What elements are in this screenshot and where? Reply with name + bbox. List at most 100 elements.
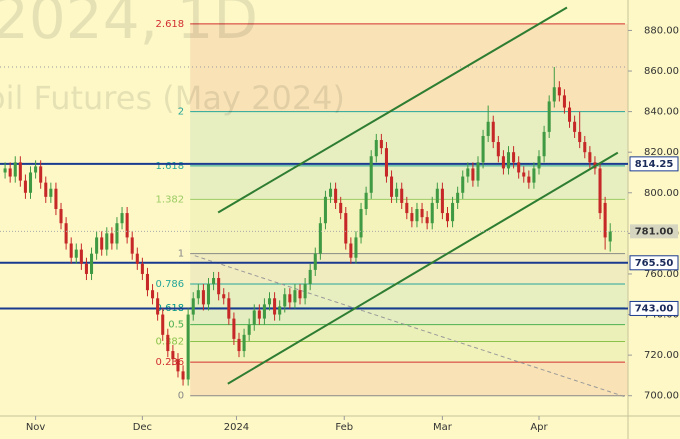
fib-band [190,111,629,166]
candle-body [28,172,33,193]
candle-body [364,192,368,210]
candle-body [395,188,399,197]
fib-band [190,165,629,200]
fib-label: 1.618 [156,161,185,172]
candle-body [578,131,582,143]
x-tick-label: Nov [26,422,46,433]
candle-body [517,162,521,173]
candle-body [273,298,277,315]
candle-body [476,162,480,181]
candle-body [120,213,124,224]
fib-label: 0 [178,391,184,402]
candle-body [206,284,211,305]
candle-body [59,209,63,224]
candle-body [49,188,53,197]
candle-body [562,95,566,108]
candle-body [374,140,378,157]
candle-body [171,351,175,360]
candle-body [512,152,516,163]
candle-body [176,359,180,372]
candle-body [425,217,429,224]
x-tick-label: 2024 [224,422,249,433]
candle-body [354,237,358,258]
level-label: 743.00 [635,303,674,314]
candle-body [166,334,170,352]
candle-body [430,202,434,224]
candle-body [486,121,490,136]
x-tick-label: Apr [530,422,548,433]
candle-body [466,168,470,177]
candle-body [471,168,475,181]
candle-body [79,249,83,264]
candle-body [359,209,363,238]
dashed-line [194,255,626,398]
candle-body [196,290,200,299]
last-price-label: 781.00 [635,226,674,237]
candle-body [8,168,12,177]
candle-body [603,202,607,238]
candle-body [13,162,17,177]
candle-body [501,156,505,169]
candle-body [140,263,144,274]
level-box [629,300,679,316]
fib-label: 0.382 [156,336,185,347]
candle-body [542,131,546,157]
candle-body [308,269,312,285]
candle-body [145,273,149,291]
candle-body [3,168,7,173]
candle-body [583,142,587,153]
candle-body [64,223,68,244]
y-tick-label: 700.00 [644,391,679,402]
trend-line [227,151,619,385]
candle-body [532,168,536,183]
candle-body [415,209,419,222]
fib-band [190,324,629,342]
x-tick-label: Mar [433,422,453,433]
candle-body [608,231,612,242]
candle-body [34,166,38,173]
candle-body [105,233,109,250]
fib-band [190,284,629,308]
fib-label: 0.5 [168,320,184,331]
candle-body [242,334,246,352]
candle-body [390,176,394,197]
candle-body [18,162,22,181]
candle-body [23,180,27,193]
candle-body [329,188,333,197]
candle-body [247,324,251,335]
candle-body [445,213,450,222]
candle-body [44,182,48,197]
fib-area [190,23,629,397]
level-label: 814.25 [635,159,674,170]
candle-body [527,176,531,183]
candle-body [237,338,241,352]
y-tick-label: 840.00 [644,107,679,118]
candle-body [252,310,256,325]
candle-body [420,209,424,218]
candle-body [84,263,88,274]
candle-body [552,87,556,102]
candle-body [435,188,439,203]
candle-body [181,371,185,380]
candle-body [303,284,307,299]
candle-body [506,152,511,169]
fib-label: 0.786 [156,279,185,290]
fib-label: 1.382 [156,194,185,205]
candle-body [186,314,190,380]
candle-body [161,314,165,335]
candle-body [344,213,348,244]
candle-body [313,253,317,270]
level-label: 765.50 [635,258,674,269]
candle-body [288,294,292,303]
candle-body [522,172,526,177]
fib-band [190,307,629,325]
candle-body [339,202,343,214]
candle-body [74,249,78,258]
candle-body [151,290,155,299]
candle-body [39,166,43,183]
candle-body [95,237,99,254]
candle-body [573,121,577,132]
watermark: 2024, 1D [0,0,258,52]
candle-body [598,168,602,214]
